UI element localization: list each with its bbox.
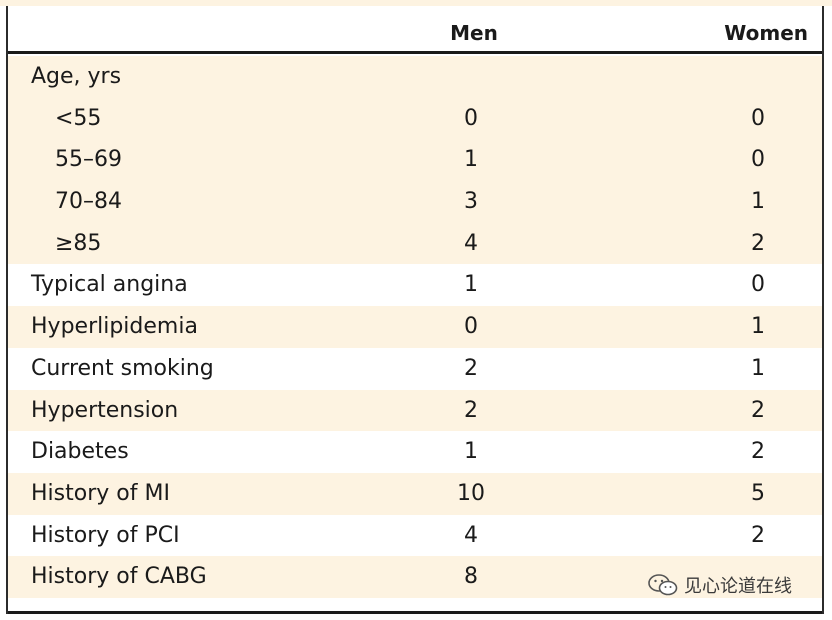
cell-women: 2 <box>751 439 765 465</box>
cell-men: 0 <box>464 314 478 340</box>
row-label: <55 <box>55 105 102 131</box>
table-frame <box>6 6 824 614</box>
row-label: Typical angina <box>31 272 188 298</box>
cell-women: 0 <box>751 147 765 173</box>
table-row: History of PCI 4 2 <box>8 514 822 557</box>
cell-men: 4 <box>464 230 478 256</box>
cell-women: 5 <box>751 480 765 506</box>
table-row: Hypertension 2 2 <box>8 389 822 432</box>
table-row: ≥85 4 2 <box>8 222 822 265</box>
table-row: Diabetes 1 2 <box>8 431 822 473</box>
table-row: Typical angina 1 0 <box>8 264 822 307</box>
table-row: <55 0 0 <box>8 97 822 140</box>
column-header-men: Men <box>450 21 498 45</box>
row-label: Age, yrs <box>31 64 122 89</box>
row-label: History of CABG <box>31 564 207 590</box>
row-label: Diabetes <box>31 439 129 465</box>
cell-women: 1 <box>751 189 765 215</box>
table-row: History of CABG 8 <box>8 556 822 598</box>
cell-women: 2 <box>751 397 765 423</box>
top-strip <box>0 0 832 6</box>
cell-women: 2 <box>751 230 765 256</box>
cell-women: 2 <box>751 522 765 548</box>
column-header-women: Women <box>724 21 808 45</box>
table-row: Current smoking 2 1 <box>8 347 822 390</box>
row-label: ≥85 <box>55 230 102 256</box>
watermark-text: 见心论道在线 <box>684 576 792 597</box>
cell-men: 1 <box>464 272 478 298</box>
cell-men: 3 <box>464 189 478 215</box>
cell-women: 0 <box>751 272 765 298</box>
table-body: Age, yrs <55 0 0 55–69 1 0 70–84 3 1 ≥85 4 2 Typical … <box>8 56 822 598</box>
row-label: Current smoking <box>31 355 214 381</box>
table-row: Hyperlipidemia 0 1 <box>8 306 822 348</box>
table-header: Men Women <box>8 6 822 54</box>
cell-women: 0 <box>751 105 765 131</box>
table-row: Age, yrs <box>8 56 822 98</box>
row-label: 55–69 <box>55 147 122 173</box>
cell-women: 1 <box>751 314 765 340</box>
row-label: Hyperlipidemia <box>31 314 198 340</box>
row-label: 70–84 <box>55 189 122 215</box>
cell-men: 2 <box>464 397 478 423</box>
cell-men: 4 <box>464 522 478 548</box>
row-label: History of MI <box>31 480 170 506</box>
wechat-icon <box>648 574 678 596</box>
watermark: 见心论道在线 <box>648 572 792 598</box>
cell-men: 10 <box>457 480 485 506</box>
cell-men: 1 <box>464 439 478 465</box>
table-row: 70–84 3 1 <box>8 181 822 223</box>
cell-men: 8 <box>464 564 478 590</box>
cell-women: 1 <box>751 355 765 381</box>
cell-men: 0 <box>464 105 478 131</box>
bottom-rule <box>8 611 822 614</box>
table-row: 55–69 1 0 <box>8 139 822 182</box>
row-label: History of PCI <box>31 522 180 548</box>
cell-men: 2 <box>464 355 478 381</box>
cell-men: 1 <box>464 147 478 173</box>
row-label: Hypertension <box>31 397 179 423</box>
table-row: History of MI 10 5 <box>8 472 822 515</box>
